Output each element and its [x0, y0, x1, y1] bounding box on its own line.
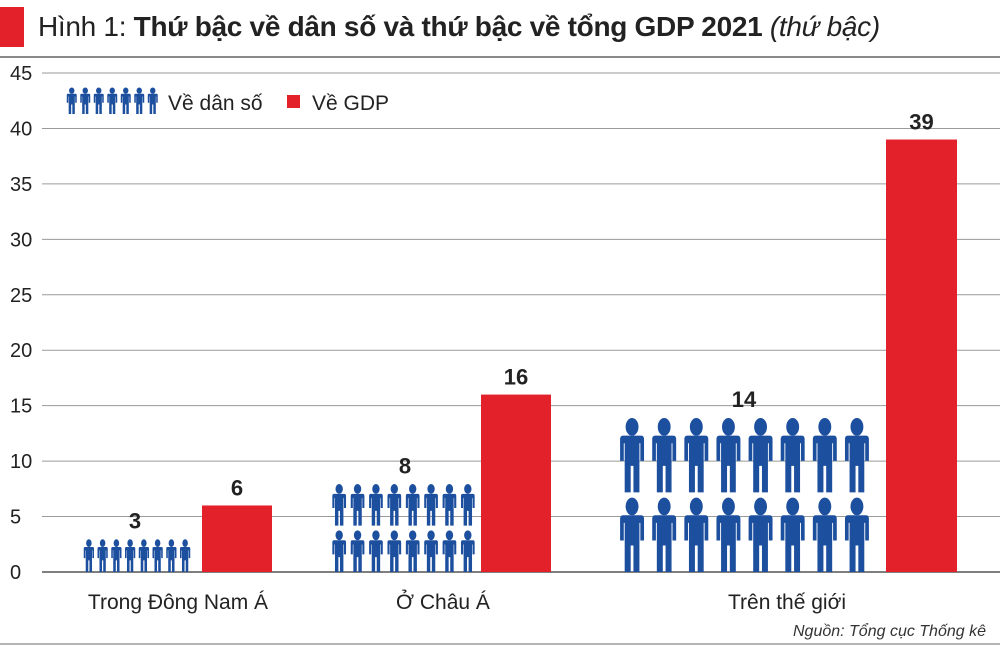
- x-category-label: Trong Đông Nam Á: [88, 591, 268, 614]
- person-icon: [125, 539, 136, 572]
- person-icon: [350, 483, 365, 526]
- gdp-value-label: 6: [231, 475, 243, 500]
- gdp-value-label: 16: [504, 365, 528, 390]
- person-icon: [812, 418, 837, 493]
- y-tick-label: 45: [10, 63, 32, 85]
- person-icon: [83, 539, 94, 572]
- source-note: Nguồn: Tổng cục Thống kê: [792, 623, 986, 640]
- person-icon: [684, 418, 709, 493]
- legend-population-icon: [66, 87, 158, 114]
- person-icon: [812, 497, 837, 572]
- category-group: 14 39: [620, 110, 957, 573]
- title-accent-bar: [0, 7, 24, 47]
- person-icon: [748, 418, 773, 493]
- person-icon: [332, 530, 347, 572]
- person-icon: [652, 497, 677, 572]
- person-icon: [387, 483, 402, 526]
- y-tick-label: 5: [10, 507, 21, 529]
- person-icon: [620, 497, 645, 572]
- y-tick-label: 20: [10, 340, 32, 362]
- person-icon: [97, 539, 108, 572]
- person-icon: [716, 497, 741, 572]
- person-icon: [350, 530, 365, 572]
- y-tick-label: 15: [10, 396, 32, 418]
- person-icon: [152, 539, 163, 572]
- person-icon: [684, 497, 709, 572]
- person-icon: [780, 497, 805, 572]
- person-icon: [652, 418, 677, 493]
- person-icon: [107, 87, 118, 114]
- y-axis-ticks: 0 5 10 15 20 25 30 35 40 45: [10, 63, 32, 584]
- legend-population-label: Về dân số: [168, 92, 263, 115]
- category-group: 8 16: [332, 365, 551, 572]
- person-icon: [405, 483, 420, 526]
- population-bar: [332, 483, 475, 572]
- person-icon: [387, 530, 402, 572]
- chart-title: Hình 1: Thứ bậc về dân số và thứ bậc về …: [38, 9, 880, 45]
- person-icon: [134, 87, 145, 114]
- person-icon: [620, 418, 645, 493]
- person-icon: [460, 483, 475, 526]
- person-icon: [716, 418, 741, 493]
- person-icon: [332, 483, 347, 526]
- person-icon: [166, 539, 177, 572]
- title-divider: [0, 56, 1000, 58]
- person-icon: [180, 539, 191, 572]
- legend-gdp-label: Về GDP: [312, 92, 389, 115]
- person-icon: [405, 530, 420, 572]
- x-category-label: Ở Châu Á: [396, 590, 490, 614]
- gdp-bar: [202, 505, 272, 572]
- person-icon: [442, 483, 457, 526]
- category-group: 36: [83, 475, 272, 572]
- gdp-bar: [886, 139, 957, 573]
- person-icon: [111, 539, 122, 572]
- person-icon: [442, 530, 457, 572]
- x-category-label: Trên thế giới: [728, 591, 846, 614]
- person-icon: [780, 418, 805, 493]
- x-axis-labels: Trong Đông Nam Á Ở Châu Á Trên thế giới: [88, 590, 846, 614]
- y-tick-label: 0: [10, 562, 21, 584]
- person-icon: [424, 530, 438, 572]
- population-bar: [83, 539, 191, 572]
- y-tick-label: 35: [10, 174, 32, 196]
- person-icon: [748, 497, 773, 572]
- person-icon: [460, 530, 475, 572]
- person-icon: [844, 497, 869, 572]
- person-icon: [147, 87, 158, 114]
- person-icon: [424, 483, 438, 526]
- legend-gdp-swatch: [287, 95, 300, 108]
- population-bar: [620, 418, 869, 572]
- title-main: Thứ bậc về dân số và thứ bậc về tổng GDP…: [133, 11, 763, 42]
- person-icon: [844, 418, 869, 493]
- title-suffix: (thứ bậc): [762, 11, 880, 42]
- footer-divider: [0, 643, 1000, 645]
- person-icon: [93, 87, 104, 114]
- title-prefix: Hình 1:: [38, 11, 134, 42]
- legend: Về dân số Về GDP: [66, 87, 389, 115]
- person-icon: [66, 87, 77, 114]
- gdp-bar: [481, 394, 551, 572]
- person-icon: [120, 87, 131, 114]
- population-value-label: 3: [129, 509, 141, 534]
- gdp-value-label: 39: [909, 110, 933, 135]
- y-tick-label: 30: [10, 229, 32, 251]
- person-icon: [138, 539, 149, 572]
- person-icon: [369, 483, 383, 526]
- person-icon: [80, 87, 91, 114]
- population-value-label: 8: [399, 453, 411, 478]
- y-tick-label: 40: [10, 118, 32, 140]
- person-icon: [369, 530, 383, 572]
- y-tick-label: 10: [10, 451, 32, 473]
- y-tick-label: 25: [10, 285, 32, 307]
- population-value-label: 14: [732, 387, 757, 412]
